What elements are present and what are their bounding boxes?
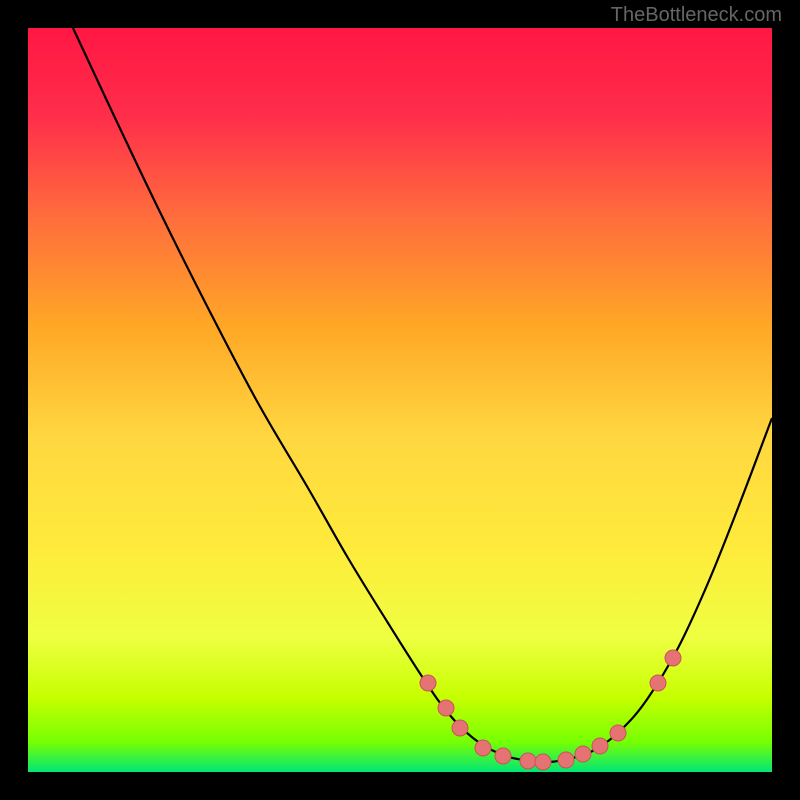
watermark-text: TheBottleneck.com	[611, 4, 782, 27]
data-marker	[535, 754, 551, 770]
data-marker	[558, 752, 574, 768]
data-marker	[520, 753, 536, 769]
data-marker	[665, 650, 681, 666]
data-marker	[475, 740, 491, 756]
data-marker	[438, 700, 454, 716]
data-marker	[420, 675, 436, 691]
data-marker	[592, 738, 608, 754]
data-marker	[575, 746, 591, 762]
data-marker	[650, 675, 666, 691]
data-marker	[452, 720, 468, 736]
chart-curve-layer	[28, 28, 772, 772]
data-marker	[610, 725, 626, 741]
data-marker	[495, 748, 511, 764]
data-markers	[420, 650, 681, 770]
chart-plot-area	[28, 28, 772, 772]
